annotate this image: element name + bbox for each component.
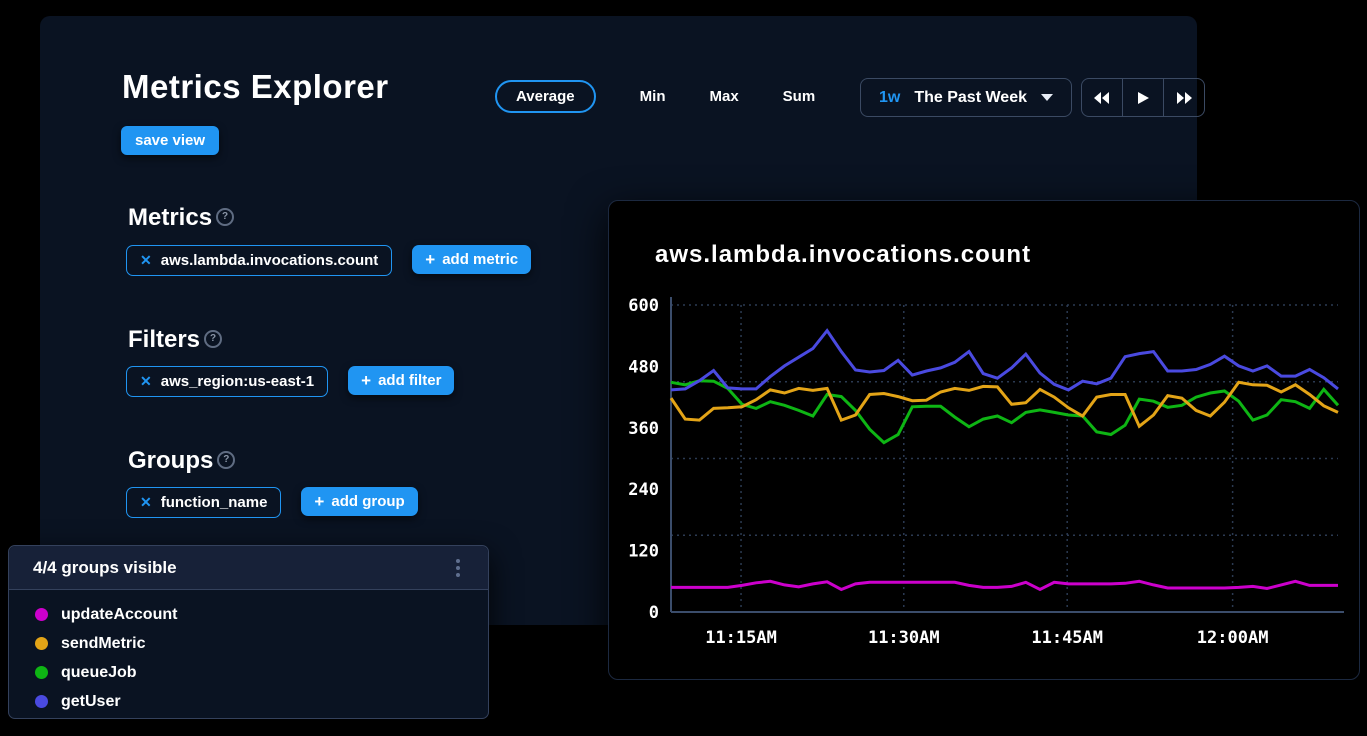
skip-forward-icon [1177, 91, 1192, 104]
groups-row: ✕ function_name + add group [126, 487, 418, 518]
tab-min[interactable]: Min [639, 88, 666, 105]
filters-section-title: Filters? [128, 326, 223, 354]
time-range-shortcut: 1w [879, 88, 901, 106]
svg-text:12:00AM: 12:00AM [1197, 628, 1269, 648]
metric-chip[interactable]: ✕ aws.lambda.invocations.count [126, 245, 393, 276]
group-chip[interactable]: ✕ function_name [126, 487, 282, 518]
metrics-section-title: Metrics? [128, 204, 235, 232]
chevron-down-icon [1040, 94, 1053, 101]
legend-item-queueJob[interactable]: queueJob [9, 658, 488, 687]
svg-text:240: 240 [628, 480, 659, 500]
page-title: Metrics Explorer [122, 68, 389, 105]
svg-text:600: 600 [628, 296, 659, 316]
line-chart: 11:15AM 11:30AM 11:45AM 12:00AM 600 480 360 240… [628, 296, 1344, 648]
time-range-selector[interactable]: 1w The Past Week [860, 78, 1072, 117]
help-icon[interactable]: ? [216, 207, 235, 226]
series-color-dot [35, 637, 48, 650]
filter-chip[interactable]: ✕ aws_region:us-east-1 [126, 366, 329, 397]
plus-icon: + [361, 370, 372, 390]
skip-back-button[interactable] [1082, 79, 1122, 116]
svg-text:480: 480 [628, 357, 659, 377]
aggregation-tabs: Average Min Max Sum [495, 80, 815, 113]
plus-icon: + [314, 491, 325, 511]
svg-text:0: 0 [649, 603, 659, 623]
close-icon[interactable]: ✕ [140, 373, 152, 389]
chart-title: aws.lambda.invocations.count [655, 241, 1032, 268]
close-icon[interactable]: ✕ [140, 494, 152, 510]
filters-row: ✕ aws_region:us-east-1 + add filter [126, 366, 455, 397]
groups-legend-panel: 4/4 groups visible updateAccount sendMet… [8, 545, 489, 719]
add-group-button[interactable]: + add group [301, 487, 418, 516]
svg-text:11:15AM: 11:15AM [705, 628, 777, 648]
legend-item-updateAccount[interactable]: updateAccount [9, 600, 488, 629]
svg-text:360: 360 [628, 419, 659, 439]
skip-back-icon [1094, 91, 1109, 104]
play-button[interactable] [1122, 79, 1163, 116]
series-color-dot [35, 666, 48, 679]
svg-text:11:45AM: 11:45AM [1031, 628, 1103, 648]
legend-visible-count: 4/4 groups visible [33, 557, 177, 577]
playback-controls [1081, 78, 1205, 117]
metrics-row: ✕ aws.lambda.invocations.count + add met… [126, 245, 532, 276]
series-color-dot [35, 608, 48, 621]
legend-header: 4/4 groups visible [9, 546, 488, 590]
plus-icon: + [425, 249, 436, 269]
add-metric-button[interactable]: + add metric [412, 245, 532, 274]
help-icon[interactable]: ? [217, 450, 236, 469]
legend-item-sendMetric[interactable]: sendMetric [9, 629, 488, 658]
tab-average[interactable]: Average [495, 80, 596, 113]
time-range-label: The Past Week [914, 88, 1027, 106]
legend-item-getUser[interactable]: getUser [9, 687, 488, 716]
groups-section-title: Groups? [128, 447, 236, 475]
series-color-dot [35, 695, 48, 708]
add-filter-button[interactable]: + add filter [348, 366, 455, 395]
save-view-button[interactable]: save view [121, 126, 220, 155]
skip-forward-button[interactable] [1163, 79, 1204, 116]
svg-text:120: 120 [628, 542, 659, 562]
play-icon [1137, 91, 1149, 104]
help-icon[interactable]: ? [204, 329, 223, 348]
tab-sum[interactable]: Sum [782, 88, 816, 105]
tab-max[interactable]: Max [709, 88, 739, 105]
chart-panel: aws.lambda.invocations.count 11:15AM 11:3… [608, 200, 1360, 680]
kebab-menu-icon[interactable] [452, 555, 464, 581]
close-icon[interactable]: ✕ [140, 252, 152, 268]
svg-text:11:30AM: 11:30AM [868, 628, 940, 648]
